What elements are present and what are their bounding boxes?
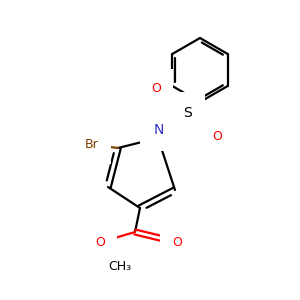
Text: N: N [154,123,164,137]
Text: Br: Br [85,139,99,152]
Text: O: O [151,82,161,94]
Text: O: O [212,130,222,142]
Text: CH₃: CH₃ [108,260,131,274]
Text: O: O [95,236,105,248]
Text: O: O [172,236,182,248]
Text: S: S [183,106,191,120]
